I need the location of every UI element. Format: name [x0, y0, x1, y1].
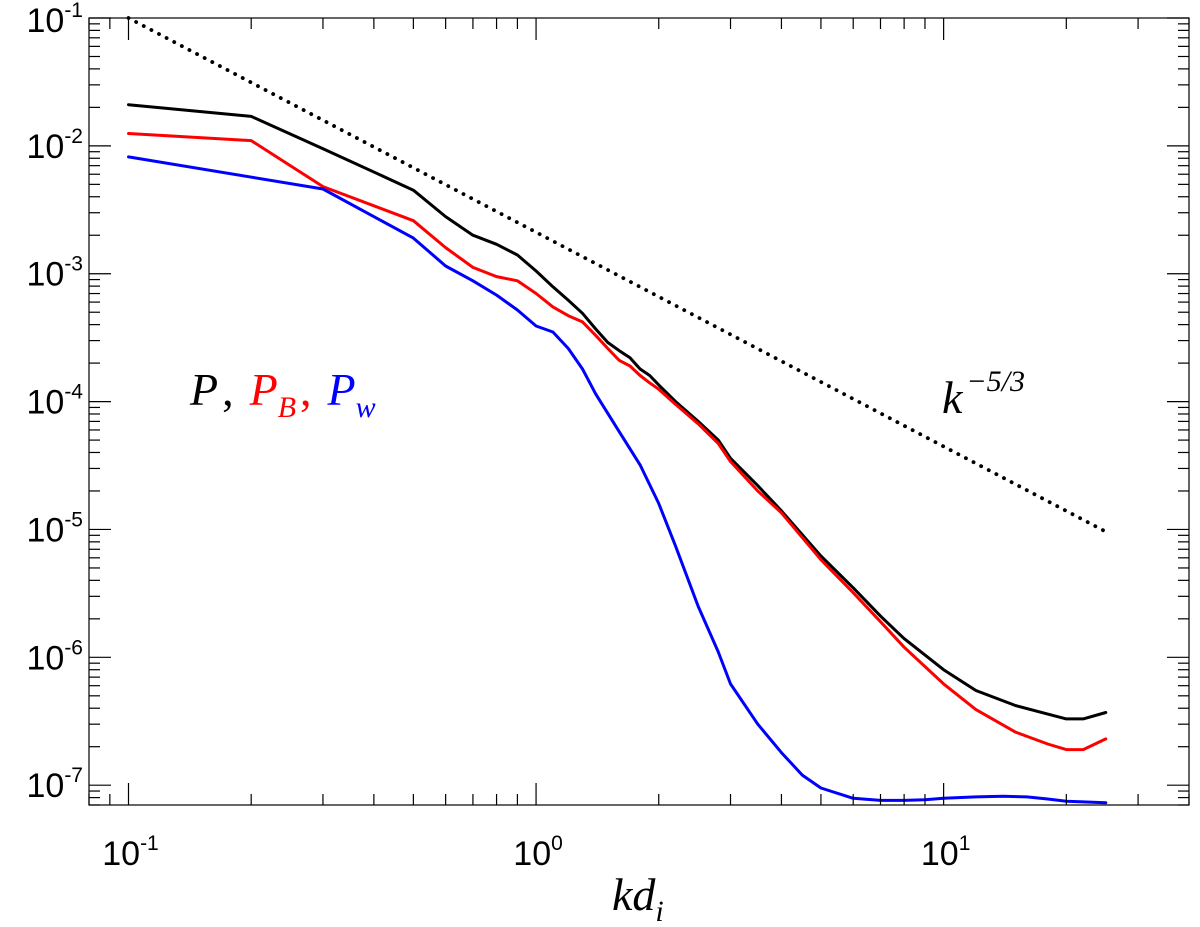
series-line-k-5-3: [126, 16, 1108, 534]
y-tick-label: 10-2: [26, 125, 83, 166]
y-tick-label-exp: -6: [64, 636, 83, 659]
y-tick-label: 10-7: [26, 764, 83, 805]
ticks-layer: [88, 17, 1190, 806]
legend-entry-pb-sub: B: [278, 391, 296, 424]
legend-sep-p: ,: [222, 364, 234, 415]
x-tick-label: 101: [921, 832, 971, 873]
y-tick-label-base: 10: [26, 511, 64, 549]
slope-annotation-exp: −5/3: [966, 365, 1025, 398]
y-tick-label: 10-1: [26, 0, 83, 40]
y-tick-label-base: 10: [26, 384, 64, 422]
x-tick-label: 10-1: [102, 832, 159, 873]
x-tick-label-exp: 0: [551, 832, 563, 855]
series-line-p-w: [127, 155, 1108, 805]
y-tick-label-exp: -5: [64, 508, 83, 531]
x-axis-label: kdi: [612, 869, 664, 927]
y-tick-label-exp: -7: [64, 764, 83, 787]
y-tick-label-exp: -4: [64, 381, 83, 404]
x-tick-label-base: 10: [921, 835, 959, 873]
y-tick-label-exp: -1: [64, 0, 83, 22]
y-tick-label-base: 10: [26, 128, 64, 166]
x-tick-label-exp: 1: [959, 832, 971, 855]
series-line-p: [127, 103, 1108, 721]
y-tick-label-base: 10: [26, 639, 64, 677]
slope-annotation: k −5/3: [942, 365, 1025, 423]
legend-entry-pb: P: [249, 364, 278, 415]
y-tick-label: 10-4: [26, 381, 83, 422]
plot-frame: [88, 17, 1190, 806]
series-line-p-b: [127, 132, 1108, 752]
x-tick-label-base: 10: [102, 835, 140, 873]
y-tick-label-exp: -3: [64, 253, 83, 276]
legend-entry-pw-sub: w: [356, 391, 376, 424]
y-tick-label-base: 10: [26, 767, 64, 805]
legend: P, PB, Pw: [189, 364, 376, 424]
x-axis-label-base: kd: [612, 869, 656, 920]
y-tick-label: 10-6: [26, 636, 83, 677]
y-tick-label-exp: -2: [64, 125, 83, 148]
series-layer: [126, 16, 1108, 805]
legend-entry-p: P: [189, 364, 218, 415]
y-tick-label-base: 10: [26, 2, 64, 40]
x-tick-label: 100: [513, 832, 563, 873]
y-tick-label-base: 10: [26, 256, 64, 294]
legend-entry-pw: P: [327, 364, 356, 415]
slope-annotation-base: k: [942, 372, 964, 423]
y-tick-label: 10-3: [26, 253, 83, 294]
x-axis-label-sub: i: [655, 895, 663, 927]
y-tick-label: 10-5: [26, 508, 83, 549]
x-tick-label-exp: -1: [140, 832, 159, 855]
x-tick-label-base: 10: [513, 835, 551, 873]
legend-sep-pb: ,: [300, 364, 312, 415]
